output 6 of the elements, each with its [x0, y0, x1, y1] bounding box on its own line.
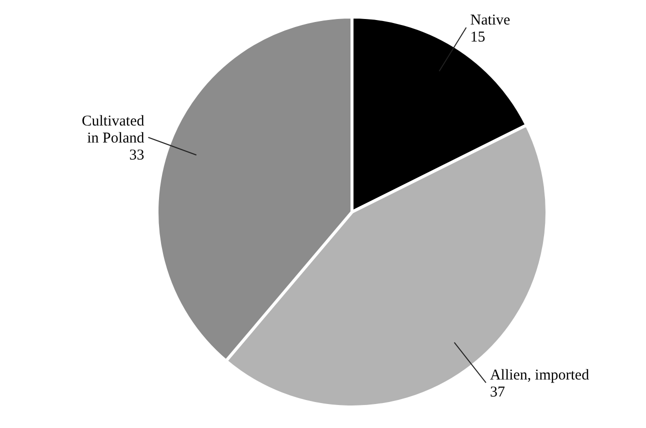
data-label: 33 [129, 148, 144, 164]
slice-label: Allien, imported [490, 367, 590, 384]
slice-label: Cultivated in Poland [82, 114, 145, 147]
data-label: 37 [490, 384, 506, 400]
data-label: 15 [470, 29, 486, 46]
slice-label: Native [470, 12, 511, 28]
